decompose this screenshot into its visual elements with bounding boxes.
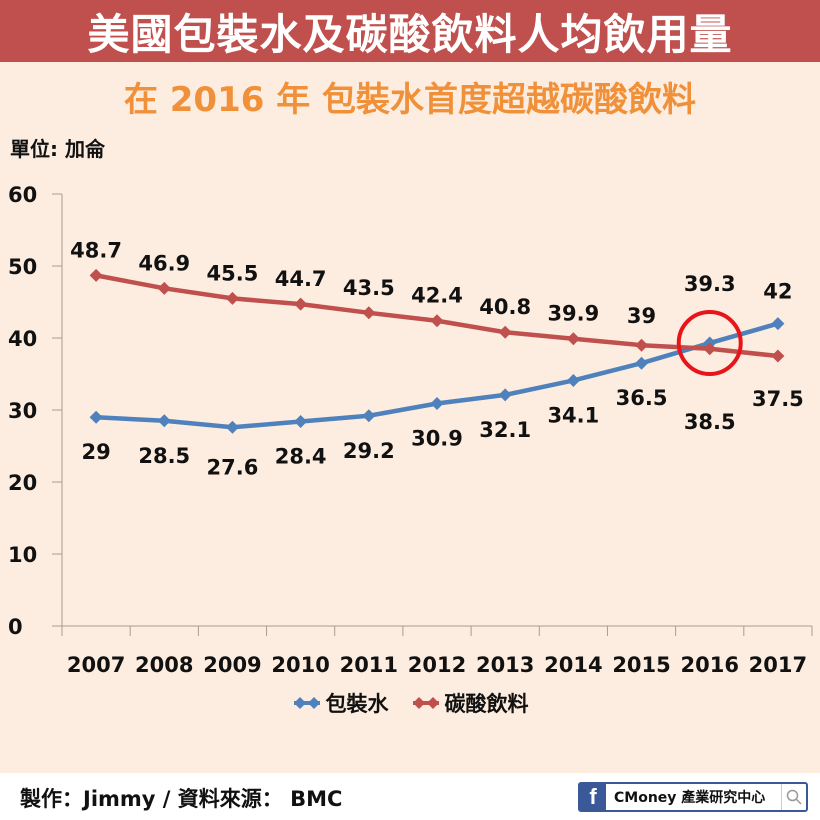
data-label-soda: 46.9 <box>138 251 190 275</box>
legend-item-soda: 碳酸飲料 <box>411 688 529 718</box>
y-tick-label: 40 <box>8 327 37 351</box>
y-tick-label: 50 <box>8 255 37 279</box>
data-label-soda: 38.5 <box>684 410 736 434</box>
legend: 包裝水 碳酸飲料 <box>0 688 820 718</box>
x-tick-label: 2012 <box>408 653 466 677</box>
data-label-water: 28.4 <box>275 445 327 469</box>
chart-subtitle: 在 2016 年 包裝水首度超越碳酸飲料 <box>123 80 697 120</box>
x-tick-label: 2014 <box>544 653 602 677</box>
data-point-marker <box>771 349 785 363</box>
y-tick-label: 10 <box>8 543 37 567</box>
title-banner: 美國包裝水及碳酸飲料人均飲用量 <box>0 0 820 62</box>
x-tick-label: 2010 <box>271 653 329 677</box>
x-tick-label: 2017 <box>749 653 807 677</box>
x-tick-label: 2013 <box>476 653 534 677</box>
data-point-marker <box>635 356 649 370</box>
data-label-water: 29.2 <box>343 439 395 463</box>
data-label-water: 29 <box>81 440 110 464</box>
data-point-marker <box>771 317 785 331</box>
chart-title: 美國包裝水及碳酸飲料人均飲用量 <box>87 9 733 59</box>
data-label-water: 28.5 <box>138 444 190 468</box>
y-tick-label: 0 <box>8 615 23 639</box>
data-point-marker <box>89 410 103 424</box>
data-point-marker <box>430 314 444 328</box>
legend-item-bottled-water: 包裝水 <box>292 688 389 718</box>
data-label-water: 32.1 <box>479 418 531 442</box>
data-label-water: 36.5 <box>616 386 668 410</box>
data-point-marker <box>635 338 649 352</box>
data-label-water: 27.6 <box>207 455 259 479</box>
red-diamond-line-icon <box>412 697 439 709</box>
footer: 製作：Jimmy / 資料來源： BMC f CMoney 產業研究中心 <box>0 773 820 820</box>
data-point-marker <box>89 268 103 282</box>
facebook-icon: f <box>580 784 606 810</box>
series-line-0 <box>95 321 779 430</box>
data-point-marker <box>294 415 308 429</box>
data-label-water: 30.9 <box>411 427 463 451</box>
data-label-water: 39.3 <box>684 272 736 296</box>
data-label-soda: 48.7 <box>70 238 122 262</box>
crossover-highlight-circle <box>676 310 743 376</box>
data-point-marker <box>225 420 239 434</box>
y-tick-label: 20 <box>8 471 37 495</box>
data-label-soda: 40.8 <box>479 295 531 319</box>
data-point-marker <box>566 332 580 346</box>
data-point-marker <box>157 414 171 428</box>
x-tick-label: 2015 <box>612 653 670 677</box>
data-label-water: 34.1 <box>547 403 599 427</box>
x-tick-label: 2008 <box>135 653 193 677</box>
data-point-marker <box>703 342 717 356</box>
data-point-marker <box>498 388 512 402</box>
credit-text: 製作：Jimmy / 資料來源： BMC <box>20 787 343 811</box>
data-point-marker <box>225 291 239 305</box>
data-label-water: 42 <box>763 280 792 304</box>
x-tick-label: 2011 <box>340 653 398 677</box>
data-label-soda: 44.7 <box>275 267 327 291</box>
data-point-marker <box>566 373 580 387</box>
data-point-marker <box>362 306 376 320</box>
data-label-soda: 45.5 <box>207 261 259 285</box>
data-point-marker <box>157 281 171 295</box>
data-label-soda: 39.9 <box>547 302 599 326</box>
x-tick-label: 2007 <box>67 653 125 677</box>
data-point-marker <box>362 409 376 423</box>
badge-text: CMoney 產業研究中心 <box>614 790 766 806</box>
data-point-marker <box>498 325 512 339</box>
search-icon <box>781 784 806 810</box>
y-tick-label: 60 <box>8 183 37 207</box>
data-label-soda: 42.4 <box>411 284 463 308</box>
y-tick-label: 30 <box>8 399 37 423</box>
blue-diamond-line-icon <box>293 697 320 709</box>
x-tick-label: 2016 <box>681 653 739 677</box>
data-label-soda: 43.5 <box>343 276 395 300</box>
cmoney-facebook-badge[interactable]: f CMoney 產業研究中心 <box>578 782 808 812</box>
data-point-marker <box>430 397 444 411</box>
unit-label: 單位: 加侖 <box>10 137 105 161</box>
x-tick-label: 2009 <box>203 653 261 677</box>
data-label-soda: 37.5 <box>752 387 804 411</box>
line-chart: 0 10 20 30 40 50 60 2007 2008 2009 2010 2011 2012 201… <box>8 183 813 677</box>
data-label-soda: 39 <box>627 304 656 328</box>
data-point-marker <box>294 297 308 311</box>
